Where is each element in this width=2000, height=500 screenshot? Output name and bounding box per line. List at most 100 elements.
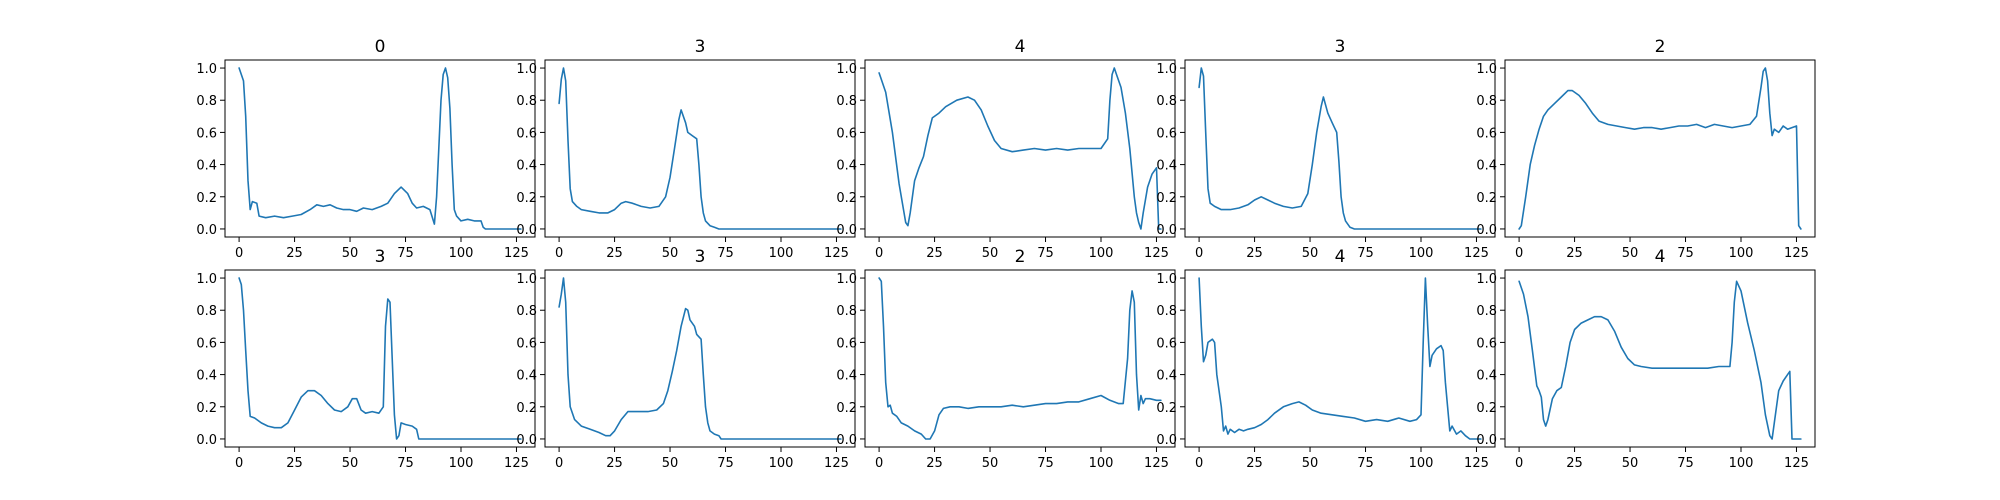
y-tick-label: 0.6	[1476, 126, 1497, 141]
subplot-2: 4 0 25 50 75 100 125 0.0 0.2 0.4 0.6 0.8 1.0	[836, 37, 1176, 261]
y-tick-label: 0.6	[196, 336, 217, 351]
x-tick-label: 100	[1089, 456, 1114, 471]
subplot-title: 3	[375, 247, 386, 267]
y-tick-label: 0.6	[516, 126, 537, 141]
x-tick-label: 100	[449, 456, 474, 471]
x-tick-label: 0	[1515, 456, 1523, 471]
y-tick-label: 0.4	[516, 369, 537, 384]
axes-frame	[544, 59, 856, 238]
y-tick-label: 0.2	[196, 191, 217, 206]
y-tick-label: 1.0	[196, 62, 217, 77]
x-tick-label: 75	[1677, 456, 1694, 471]
axes-frame	[1184, 59, 1496, 238]
x-tick-label: 100	[769, 456, 794, 471]
axes-frame	[224, 59, 536, 238]
x-tick-label: 0	[1515, 246, 1523, 261]
x-tick-label: 25	[1246, 456, 1263, 471]
axes-frame	[224, 269, 536, 448]
subplot-title: 4	[1015, 37, 1026, 57]
y-tick-label: 0.6	[1156, 126, 1177, 141]
y-tick-label: 0.0	[1156, 223, 1177, 238]
x-tick-label: 75	[1357, 246, 1374, 261]
x-tick-label: 0	[235, 246, 243, 261]
y-tick-label: 0.4	[1156, 159, 1177, 174]
y-tick-label: 1.0	[516, 272, 537, 287]
y-tick-label: 0.2	[1156, 401, 1177, 416]
axes-frame	[544, 269, 856, 448]
subplot-title: 3	[695, 247, 706, 267]
x-tick-label: 100	[1729, 456, 1754, 471]
y-tick-label: 0.2	[1476, 191, 1497, 206]
y-tick-label: 0.0	[836, 433, 857, 448]
x-tick-label: 75	[1677, 246, 1694, 261]
series-line	[878, 277, 1162, 440]
x-tick-label: 75	[1037, 246, 1054, 261]
subplot-1: 3 0 25 50 75 100 125 0.0 0.2 0.4 0.6 0.8 1.0	[516, 37, 856, 261]
axes-frame	[864, 59, 1176, 238]
subplot-title: 2	[1015, 247, 1026, 267]
y-tick-label: 0.8	[1476, 94, 1497, 109]
y-tick-label: 0.0	[1156, 433, 1177, 448]
y-tick-label: 1.0	[836, 272, 857, 287]
y-tick-label: 0.6	[1476, 336, 1497, 351]
y-tick-label: 1.0	[1476, 62, 1497, 77]
x-tick-label: 75	[717, 246, 734, 261]
y-tick-label: 0.4	[836, 369, 857, 384]
x-tick-label: 75	[1357, 456, 1374, 471]
y-tick-label: 0.8	[1156, 94, 1177, 109]
y-tick-label: 0.0	[1476, 433, 1497, 448]
x-tick-label: 25	[1246, 246, 1263, 261]
y-tick-label: 0.6	[1156, 336, 1177, 351]
series-line	[558, 277, 842, 440]
y-tick-label: 0.2	[836, 191, 857, 206]
x-tick-label: 75	[397, 456, 414, 471]
x-tick-label: 125	[504, 246, 529, 261]
series-line	[238, 67, 522, 230]
x-tick-label: 50	[982, 456, 999, 471]
y-tick-label: 0.2	[516, 191, 537, 206]
y-tick-label: 0.0	[836, 223, 857, 238]
y-tick-label: 0.2	[196, 401, 217, 416]
x-tick-label: 50	[1302, 246, 1319, 261]
axes-frame	[864, 269, 1176, 448]
x-tick-label: 25	[606, 246, 623, 261]
y-tick-label: 1.0	[1476, 272, 1497, 287]
x-tick-label: 0	[235, 456, 243, 471]
x-tick-label: 25	[286, 456, 303, 471]
x-tick-label: 50	[342, 456, 359, 471]
x-tick-label: 0	[1195, 456, 1203, 471]
subplot-title: 3	[1335, 37, 1346, 57]
y-tick-label: 0.4	[836, 159, 857, 174]
x-tick-label: 50	[982, 246, 999, 261]
y-tick-label: 0.0	[516, 223, 537, 238]
y-tick-label: 0.8	[1476, 304, 1497, 319]
y-tick-label: 1.0	[1156, 272, 1177, 287]
y-tick-label: 0.0	[516, 433, 537, 448]
x-tick-label: 100	[769, 246, 794, 261]
x-tick-label: 100	[1409, 246, 1434, 261]
x-tick-label: 125	[1784, 456, 1809, 471]
x-tick-label: 100	[1409, 456, 1434, 471]
y-tick-label: 0.4	[196, 369, 217, 384]
y-tick-label: 0.2	[516, 401, 537, 416]
x-tick-label: 125	[824, 456, 849, 471]
y-tick-label: 0.4	[1156, 369, 1177, 384]
subplot-title: 4	[1655, 247, 1666, 267]
x-tick-label: 0	[555, 456, 563, 471]
x-tick-label: 0	[555, 246, 563, 261]
y-tick-label: 0.8	[196, 304, 217, 319]
y-tick-label: 0.4	[516, 159, 537, 174]
x-tick-label: 50	[662, 246, 679, 261]
y-tick-label: 0.2	[1476, 401, 1497, 416]
x-tick-label: 50	[1622, 246, 1639, 261]
y-tick-label: 0.0	[196, 433, 217, 448]
subplot-title: 3	[695, 37, 706, 57]
x-tick-label: 125	[504, 456, 529, 471]
y-tick-label: 0.4	[1476, 159, 1497, 174]
x-tick-label: 0	[1195, 246, 1203, 261]
x-tick-label: 25	[286, 246, 303, 261]
subplot-6: 3 0 25 50 75 100 125 0.0 0.2 0.4 0.6 0.8 1.0	[516, 247, 856, 471]
x-tick-label: 75	[1037, 456, 1054, 471]
subplot-0: 0 0 25 50 75 100 125 0.0 0.2 0.4 0.6 0.8 1.0	[196, 37, 536, 261]
